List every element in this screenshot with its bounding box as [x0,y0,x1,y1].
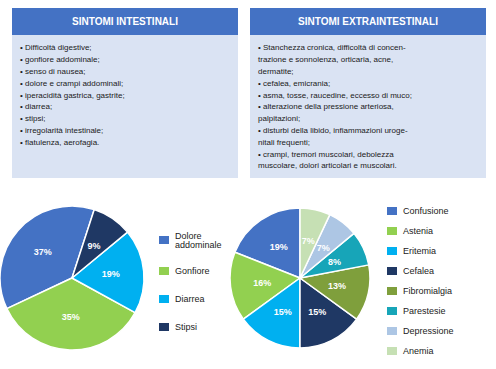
svg-text:19%: 19% [102,269,120,279]
svg-text:• flatulenza, aerofagia.: • flatulenza, aerofagia. [20,138,99,147]
svg-text:Depressione: Depressione [403,326,454,336]
svg-text:• disturbi della libido, infia: • disturbi della libido, infiammazioni u… [258,126,408,135]
svg-text:Parestesie: Parestesie [403,306,446,316]
svg-text:7%: 7% [317,243,330,253]
svg-text:15%: 15% [274,307,292,317]
svg-text:37%: 37% [34,247,52,257]
svg-text:Dolore: Dolore [175,230,202,241]
svg-text:• crampi, tremori muscolari, d: • crampi, tremori muscolari, debolezza [258,150,394,159]
svg-text:Stipsi: Stipsi [175,322,197,332]
svg-text:• Stanchezza cronica, difficol: • Stanchezza cronica, difficoltà di conc… [258,43,406,52]
svg-text:• gonfiore addominale;: • gonfiore addominale; [20,55,100,64]
svg-text:35%: 35% [62,312,80,322]
svg-text:trazione e sonnolenza, orticar: trazione e sonnolenza, orticaria, acne, [258,55,393,64]
svg-text:• diarrea;: • diarrea; [20,102,52,111]
svg-text:Cefalea: Cefalea [403,266,434,276]
svg-text:dermatite;: dermatite; [258,67,294,76]
svg-text:• irregolarità intestinale;: • irregolarità intestinale; [20,126,103,135]
svg-text:Confusione: Confusione [403,206,449,216]
svg-text:SINTOMI EXTRAINTESTINALI: SINTOMI EXTRAINTESTINALI [298,16,438,27]
svg-text:muscolare, dolori articolari e: muscolare, dolori articolari e muscolari… [258,161,397,170]
svg-text:SINTOMI INTESTINALI: SINTOMI INTESTINALI [72,16,178,27]
svg-text:Gonfiore: Gonfiore [175,266,210,276]
svg-text:• cefalea, emicrania;: • cefalea, emicrania; [258,79,330,88]
svg-text:16%: 16% [253,278,271,288]
svg-text:19%: 19% [270,242,288,252]
svg-text:9%: 9% [87,241,100,251]
svg-text:• Difficoltà digestive;: • Difficoltà digestive; [20,43,92,52]
svg-text:13%: 13% [328,281,346,291]
svg-text:• iperacidità gastrica, gastri: • iperacidità gastrica, gastrite; [20,91,125,100]
svg-text:• stipsi;: • stipsi; [20,114,45,123]
svg-text:Eritemia: Eritemia [403,246,436,256]
svg-text:Astenia: Astenia [403,226,433,236]
svg-text:palpitazioni;: palpitazioni; [258,114,300,123]
svg-text:7%: 7% [302,236,315,246]
svg-text:Anemia: Anemia [403,346,434,356]
svg-text:8%: 8% [328,257,341,267]
svg-text:addominale: addominale [175,240,222,250]
svg-text:• senso di nausea;: • senso di nausea; [20,67,86,76]
svg-text:Diarrea: Diarrea [175,294,205,304]
svg-text:• alterazione della pressione: • alterazione della pressione arteriosa, [258,102,394,111]
svg-text:• asma, tosse, raucedine, ecce: • asma, tosse, raucedine, eccesso di muc… [258,91,412,100]
svg-text:Fibromialgia: Fibromialgia [403,286,452,296]
svg-text:• dolore e crampi addominali;: • dolore e crampi addominali; [20,79,123,88]
svg-text:15%: 15% [308,307,326,317]
svg-text:nitali frequenti;: nitali frequenti; [258,138,310,147]
